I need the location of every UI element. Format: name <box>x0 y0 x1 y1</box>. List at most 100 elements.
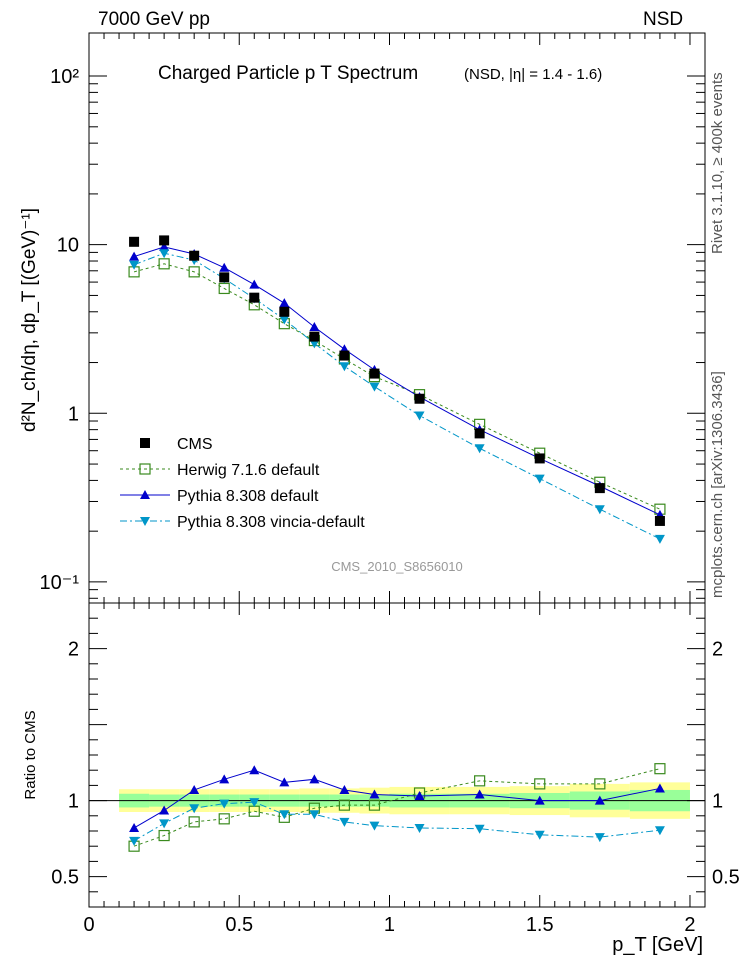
y-tick-label: 10 <box>57 235 79 257</box>
legend-marker <box>139 463 151 475</box>
ratio-point-pythia-8-308-default <box>534 795 545 805</box>
main-point-herwig-7-1-6-default <box>188 266 200 278</box>
ratio-point-herwig-7-1-6-default <box>654 763 666 775</box>
ratio-point-herwig-7-1-6-default <box>338 799 351 811</box>
legend-marker <box>140 517 150 526</box>
ratio-point-pythia-8-308-default <box>369 789 380 799</box>
ratio-point-herwig-7-1-6-default <box>158 829 170 842</box>
main-point-pythia-8-308-vincia-default <box>159 249 170 259</box>
main-point-pythia-8-308-vincia-default <box>129 260 140 270</box>
y-tick-label: 1 <box>68 791 79 813</box>
main-point-pythia-8-308-vincia-default <box>369 382 380 392</box>
ratio-point-pythia-8-308-vincia-default <box>534 830 545 840</box>
main-point-pythia-8-308-vincia-default <box>474 444 485 454</box>
main-point-herwig-7-1-6-default <box>158 258 170 270</box>
y-axis-label: d²N_ch/dη, dp_T [(GeV)⁻¹] <box>19 208 40 432</box>
main-point-pythia-8-308-vincia-default <box>594 505 605 515</box>
legend-marker <box>140 438 150 448</box>
y-tick-label: 10⁻¹ <box>40 572 80 594</box>
ratio-point-pythia-8-308-default <box>474 789 485 799</box>
ratio-point-pythia-8-308-default <box>129 822 140 832</box>
ratio-line-pythia-8-308-default <box>133 769 661 829</box>
ratio-point-pythia-8-308-default <box>309 774 320 784</box>
main-point-pythia-8-308-default <box>279 298 290 308</box>
main-point-pythia-8-308-vincia-default <box>339 362 350 372</box>
main-point-cms <box>309 331 320 342</box>
ratio-point-pythia-8-308-vincia-default <box>249 798 260 808</box>
ratio-point-pythia-8-308-default <box>249 765 260 775</box>
main-point-cms <box>594 483 605 494</box>
ratio-point-pythia-8-308-default <box>279 777 290 787</box>
ratio-point-pythia-8-308-vincia-default <box>369 821 380 831</box>
main-point-pythia-8-308-default <box>159 241 170 251</box>
ratio-point-pythia-8-308-default <box>339 784 350 794</box>
ratio-point-herwig-7-1-6-default <box>474 775 486 787</box>
legend-label: Pythia 8.308 default <box>177 488 319 505</box>
main-point-cms <box>129 236 140 247</box>
main-point-cms <box>474 428 485 439</box>
ratio-y-axis-label: Ratio to CMS <box>22 710 39 799</box>
x-tick-label: 0 <box>83 914 94 936</box>
ratio-point-pythia-8-308-vincia-default <box>219 799 230 809</box>
main-point-pythia-8-308-default <box>309 321 320 331</box>
y-tick-label: 10² <box>50 66 79 88</box>
y-tick-label: 2 <box>68 639 79 661</box>
ratio-point-pythia-8-308-vincia-default <box>309 810 320 820</box>
ratio-point-herwig-7-1-6-default <box>594 778 606 790</box>
chart-subtitle: (NSD, |η| = 1.4 - 1.6) <box>464 66 602 83</box>
main-point-cms <box>339 350 350 361</box>
main-point-cms <box>249 292 260 303</box>
ratio-point-herwig-7-1-6-default <box>368 799 381 811</box>
main-point-pythia-8-308-vincia-default <box>414 411 425 421</box>
legend-marker <box>140 490 150 499</box>
main-point-pythia-8-308-vincia-default <box>534 474 545 484</box>
header-right: NSD <box>643 9 684 30</box>
ratio-point-pythia-8-308-vincia-default <box>594 833 605 843</box>
y-tick-label: 1 <box>68 403 79 425</box>
legend-label: Pythia 8.308 vincia-default <box>177 514 365 531</box>
main-point-pythia-8-308-default <box>129 251 140 261</box>
main-point-cms <box>654 515 665 526</box>
main-point-cms <box>219 272 230 283</box>
ratio-point-pythia-8-308-vincia-default <box>339 817 350 827</box>
ratio-point-pythia-8-308-vincia-default <box>474 824 485 834</box>
main-point-pythia-8-308-vincia-default <box>279 315 290 325</box>
y-tick-label-right: 0.5 <box>712 867 740 889</box>
ratio-line-pythia-8-308-vincia-default <box>133 801 660 842</box>
analysis-watermark: CMS_2010_S8656010 <box>331 559 463 574</box>
ratio-point-herwig-7-1-6-default <box>188 816 200 828</box>
ratio-point-pythia-8-308-default <box>654 783 665 793</box>
ratio-point-pythia-8-308-vincia-default <box>414 823 425 833</box>
ratio-point-pythia-8-308-default <box>594 795 605 805</box>
main-point-pythia-8-308-vincia-default <box>654 534 665 544</box>
ratio-point-pythia-8-308-default <box>414 791 425 801</box>
main-point-cms <box>414 393 425 404</box>
y-tick-label: 0.5 <box>51 867 79 889</box>
chart-title: Charged Particle p T Spectrum <box>158 63 418 84</box>
y-tick-label-right: 1 <box>712 791 723 813</box>
main-point-pythia-8-308-default <box>249 279 260 289</box>
x-tick-label: 1.5 <box>526 914 554 936</box>
ratio-point-pythia-8-308-vincia-default <box>159 819 170 829</box>
ratio-point-herwig-7-1-6-default <box>534 778 546 790</box>
y-tick-label-right: 2 <box>712 639 723 661</box>
main-point-cms <box>159 235 170 246</box>
main-point-cms <box>279 306 290 317</box>
x-tick-label: 2 <box>684 914 695 936</box>
main-line-pythia-8-308-default <box>133 246 661 516</box>
main-line-pythia-8-308-vincia-default <box>133 252 661 540</box>
x-tick-label: 1 <box>384 914 395 936</box>
header-left: 7000 GeV pp <box>98 9 210 30</box>
main-point-cms <box>534 453 545 464</box>
ratio-point-pythia-8-308-default <box>159 805 170 815</box>
legend-label: CMS <box>177 436 213 453</box>
main-point-cms <box>369 368 380 379</box>
main-point-pythia-8-308-default <box>219 262 230 272</box>
ratio-point-pythia-8-308-default <box>219 774 230 784</box>
legend-label: Herwig 7.1.6 default <box>177 462 320 479</box>
main-point-cms <box>189 250 200 261</box>
x-tick-label: 0.5 <box>225 914 253 936</box>
ratio-point-herwig-7-1-6-default <box>218 813 230 825</box>
ratio-plot-frame <box>88 602 706 908</box>
